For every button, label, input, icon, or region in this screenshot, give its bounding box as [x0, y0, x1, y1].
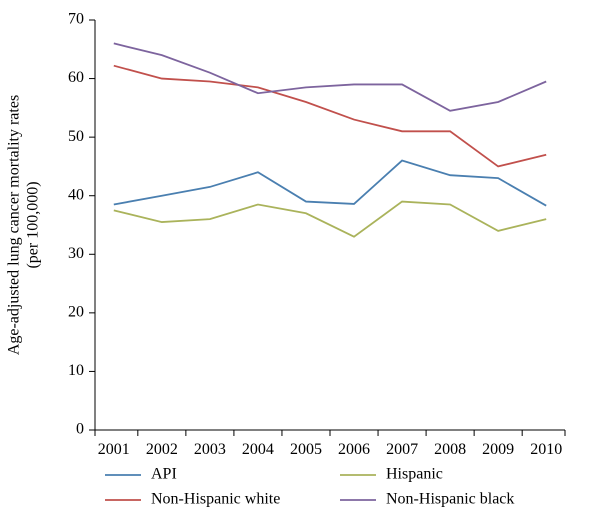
- legend-label-nonhispanic_black: Non-Hispanic black: [386, 491, 514, 508]
- x-tick-label: 2008: [434, 441, 466, 458]
- series-lines: [114, 43, 546, 236]
- y-axis-title: Age-adjusted lung cancer mortality rates…: [5, 95, 41, 355]
- y-tick-label: 0: [76, 421, 84, 438]
- x-tick-label: 2003: [194, 441, 226, 458]
- x-tick-label: 2004: [242, 441, 274, 458]
- mortality-line-chart: 0 10 20 30 40 50 60 70 2001 2002 2003 2004 2005 2006 2…: [0, 0, 600, 530]
- x-tick-label: 2002: [146, 441, 178, 458]
- legend-label-hispanic: Hispanic: [386, 466, 443, 483]
- y-tick-label: 30: [68, 245, 84, 262]
- y-tick-label: 60: [68, 69, 84, 86]
- y-tick-label: 20: [68, 304, 84, 321]
- x-tick-label: 2009: [482, 441, 514, 458]
- x-tick-label: 2006: [338, 441, 370, 458]
- y-tick-label: 40: [68, 186, 84, 203]
- legend: API Non-Hispanic white Hispanic Non-Hispani…: [105, 466, 514, 508]
- y-tick-label: 10: [68, 362, 84, 379]
- series-nonhispanic_black: [114, 43, 546, 110]
- series-hispanic: [114, 202, 546, 237]
- x-tick-label: 2001: [98, 441, 130, 458]
- x-tick-label: 2005: [290, 441, 322, 458]
- chart-container: 0 10 20 30 40 50 60 70 2001 2002 2003 2004 2005 2006 2…: [0, 0, 600, 530]
- legend-label-api: API: [151, 466, 177, 483]
- x-tick-label: 2010: [530, 441, 562, 458]
- x-tick-label: 2007: [386, 441, 418, 458]
- y-axis-title-text: Age-adjusted lung cancer mortality rates…: [5, 95, 41, 355]
- y-tick-label: 50: [68, 128, 84, 145]
- series-nonhispanic_white: [114, 66, 546, 167]
- axes: 0 10 20 30 40 50 60 70 2001 2002 2003 2004 2005 2006 2…: [68, 11, 565, 458]
- series-api: [114, 161, 546, 206]
- y-tick-label: 70: [68, 11, 84, 28]
- legend-label-nonhispanic_white: Non-Hispanic white: [151, 491, 280, 508]
